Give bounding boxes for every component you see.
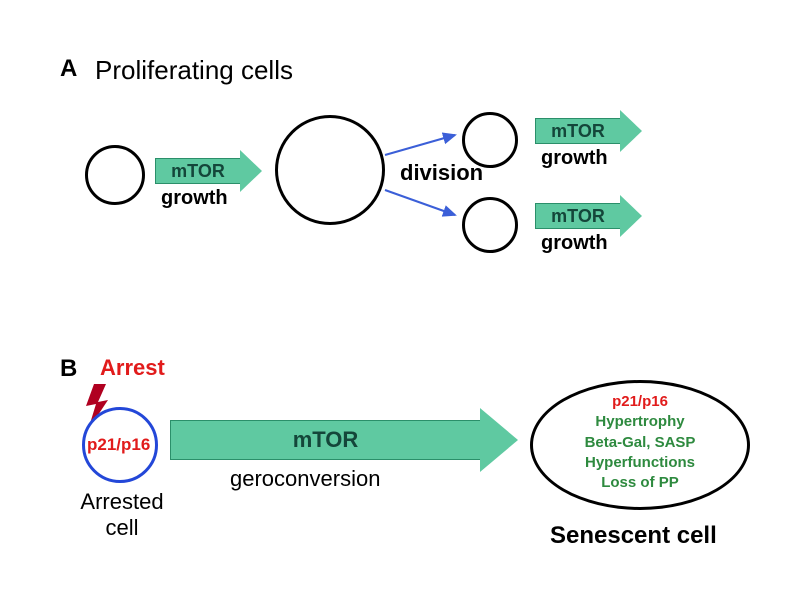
- senescent-line: Hyperfunctions: [540, 453, 740, 473]
- panel-b-label: B: [60, 355, 77, 383]
- mtor-label-big: mTOR: [293, 427, 359, 453]
- senescent-cell-label: Senescent cell: [550, 522, 717, 550]
- geroconversion-label: geroconversion: [230, 466, 380, 492]
- arrested-cell-text: p21/p16: [87, 435, 150, 455]
- mtor-arrow-3: mTOR: [535, 195, 642, 237]
- senescent-cell-lines: p21/p16HypertrophyBeta-Gal, SASPHyperfun…: [540, 392, 740, 493]
- mtor-label-3: mTOR: [551, 206, 605, 227]
- mtor-label-1: mTOR: [171, 161, 225, 182]
- arrested-cell-label: Arrested cell: [72, 489, 172, 541]
- proliferating-cell-large: [275, 115, 385, 225]
- senescent-line: p21/p16: [540, 392, 740, 412]
- diagram-canvas: A Proliferating cells mTOR growth mTOR g…: [0, 0, 800, 600]
- mtor-arrow-1: mTOR: [155, 150, 262, 192]
- growth-label-1: growth: [161, 187, 228, 210]
- panel-a-label: A: [60, 55, 77, 83]
- growth-label-3: growth: [541, 232, 608, 255]
- daughter-cell-bottom: [462, 197, 518, 253]
- proliferating-cell-small: [85, 145, 145, 205]
- mtor-arrow-2: mTOR: [535, 110, 642, 152]
- geroconversion-arrow: mTOR: [170, 408, 518, 472]
- division-label: division: [400, 160, 483, 186]
- mtor-label-2: mTOR: [551, 121, 605, 142]
- panel-a-title: Proliferating cells: [95, 55, 293, 86]
- growth-label-2: growth: [541, 147, 608, 170]
- senescent-line: Hypertrophy: [540, 412, 740, 432]
- senescent-line: Beta-Gal, SASP: [540, 433, 740, 453]
- arrest-label: Arrest: [100, 355, 165, 381]
- senescent-line: Loss of PP: [540, 473, 740, 493]
